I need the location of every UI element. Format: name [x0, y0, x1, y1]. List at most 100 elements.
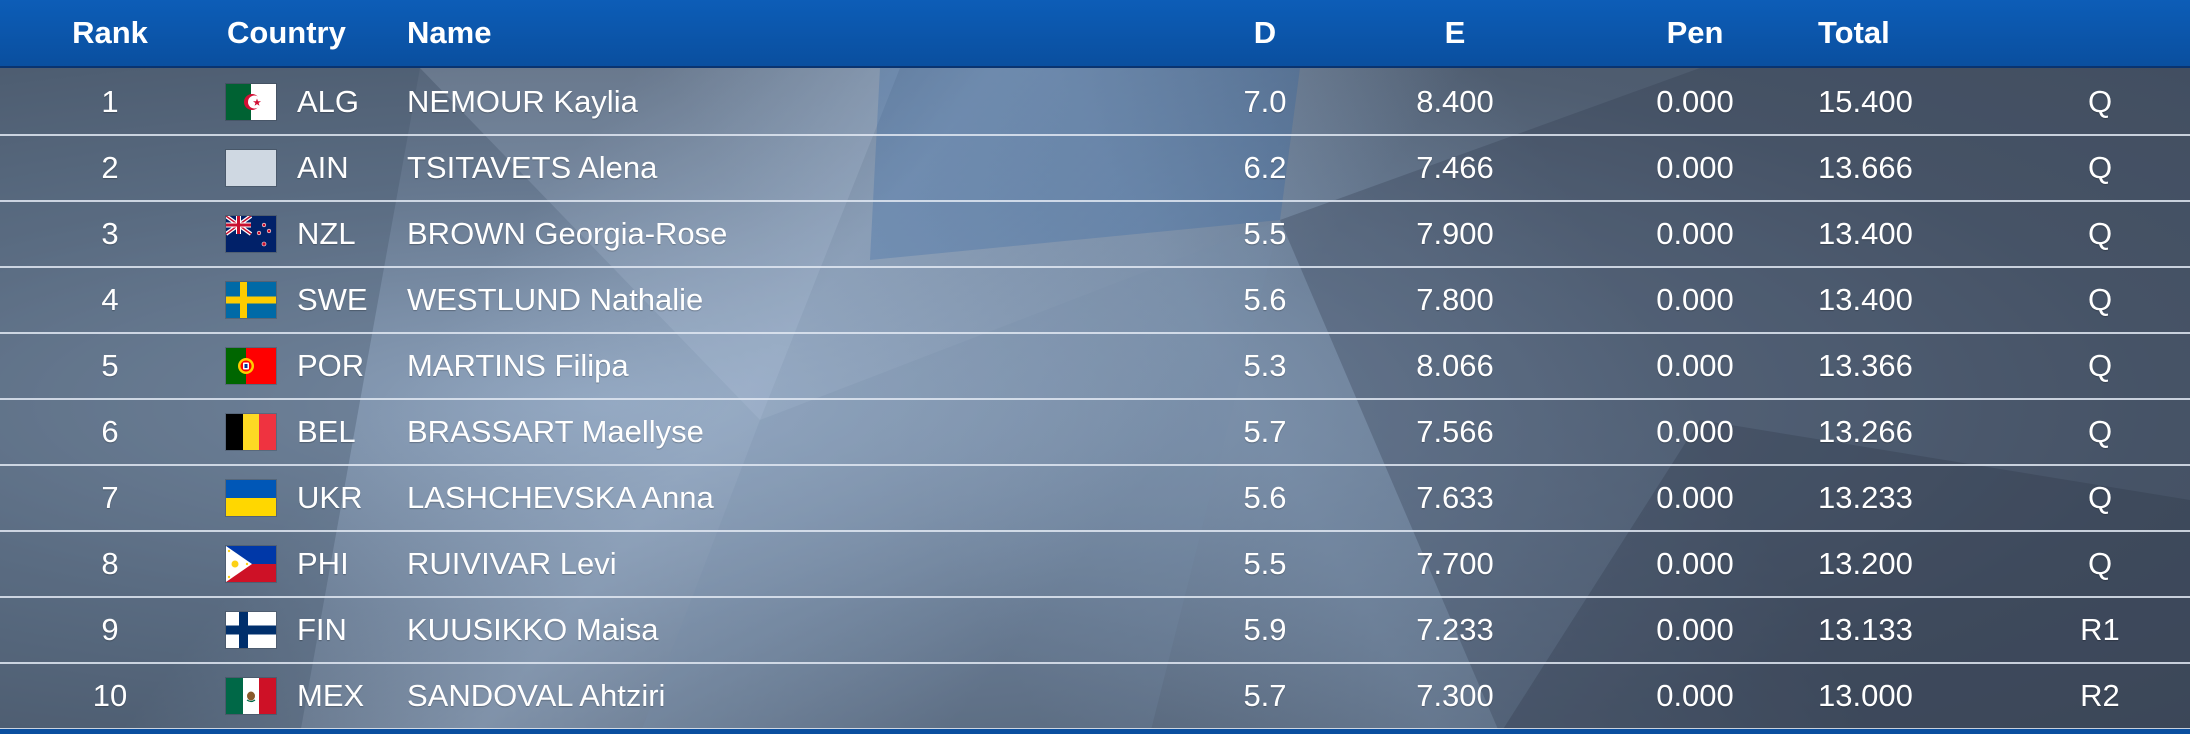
portugal-flag-icon — [226, 348, 276, 384]
d-score: 5.7 — [1243, 414, 1287, 449]
e-score: 7.900 — [1416, 216, 1494, 251]
athlete-name[interactable]: LASHCHEVSKA Anna — [407, 480, 714, 515]
rank-cell: 2 — [101, 150, 119, 185]
rank-cell: 1 — [101, 84, 119, 119]
penalty-column-header[interactable]: Pen — [1666, 15, 1724, 50]
penalty: 0.000 — [1656, 414, 1734, 449]
algeria-flag-icon — [226, 84, 276, 120]
belgium-flag-icon — [226, 414, 276, 450]
rank-cell: 8 — [101, 546, 119, 581]
sweden-flag-icon — [226, 282, 276, 318]
penalty: 0.000 — [1656, 84, 1734, 119]
rank-cell: 10 — [92, 678, 128, 713]
d-score: 6.2 — [1243, 150, 1287, 185]
d-score: 5.9 — [1243, 612, 1287, 647]
athlete-name[interactable]: BRASSART Maellyse — [407, 414, 704, 449]
total-score: 13.200 — [1818, 546, 1913, 581]
table-row[interactable]: 1 ALG NEMOUR Kaylia 7.0 8.400 0.000 15.4… — [0, 70, 2190, 136]
d-score-column-header[interactable]: D — [1253, 15, 1277, 50]
e-score-column-header[interactable]: E — [1444, 15, 1466, 50]
country-code: FIN — [297, 612, 347, 647]
athlete-name[interactable]: SANDOVAL Ahtziri — [407, 678, 666, 713]
total-score: 13.233 — [1818, 480, 1913, 515]
athlete-name[interactable]: BROWN Georgia-Rose — [407, 216, 728, 251]
penalty: 0.000 — [1656, 678, 1734, 713]
country-code: NZL — [297, 216, 356, 251]
country-code: SWE — [297, 282, 368, 317]
athlete-name[interactable]: MARTINS Filipa — [407, 348, 629, 383]
rank-cell: 6 — [101, 414, 119, 449]
qualification-status: Q — [2087, 348, 2113, 383]
athlete-name[interactable]: WESTLUND Nathalie — [407, 282, 704, 317]
total-column-header[interactable]: Total — [1818, 15, 1890, 50]
country-code: UKR — [297, 480, 363, 515]
d-score: 5.6 — [1243, 480, 1287, 515]
country-code: AIN — [297, 150, 349, 185]
total-score: 15.400 — [1818, 84, 1913, 119]
e-score: 7.800 — [1416, 282, 1494, 317]
e-score: 7.233 — [1416, 612, 1494, 647]
qualification-status: Q — [2087, 150, 2113, 185]
rank-cell: 7 — [101, 480, 119, 515]
e-score: 8.400 — [1416, 84, 1494, 119]
penalty: 0.000 — [1656, 150, 1734, 185]
country-code: MEX — [297, 678, 365, 713]
qualification-status: R1 — [2080, 612, 2120, 647]
qualification-status: Q — [2087, 216, 2113, 251]
d-score: 5.5 — [1243, 216, 1287, 251]
rank-cell: 4 — [101, 282, 119, 317]
e-score: 7.466 — [1416, 150, 1494, 185]
penalty: 0.000 — [1656, 282, 1734, 317]
table-row[interactable]: 2 AIN TSITAVETS Alena 6.2 7.466 0.000 13… — [0, 136, 2190, 202]
qualification-status: Q — [2087, 282, 2113, 317]
athlete-name[interactable]: KUUSIKKO Maisa — [407, 612, 659, 647]
penalty: 0.000 — [1656, 546, 1734, 581]
table-row[interactable]: 7 UKR LASHCHEVSKA Anna 5.6 7.633 0.000 1… — [0, 466, 2190, 532]
total-score: 13.133 — [1818, 612, 1913, 647]
qualification-status: Q — [2087, 546, 2113, 581]
table-row[interactable]: 5 POR MARTINS Filipa 5.3 8.066 0.000 13.… — [0, 334, 2190, 400]
table-row[interactable]: 8 PHI RUIVIVAR Levi 5.5 7.700 0.000 13.2… — [0, 532, 2190, 598]
table-row[interactable]: 10 MEX SANDOVAL Ahtziri 5.7 7.300 0.000 … — [0, 664, 2190, 730]
athlete-name[interactable]: RUIVIVAR Levi — [407, 546, 617, 581]
qualification-status: Q — [2087, 414, 2113, 449]
name-column-header[interactable]: Name — [407, 15, 492, 50]
d-score: 5.7 — [1243, 678, 1287, 713]
d-score: 5.6 — [1243, 282, 1287, 317]
qualification-status: R2 — [2080, 678, 2120, 713]
country-code: PHI — [297, 546, 349, 581]
e-score: 7.300 — [1416, 678, 1494, 713]
penalty: 0.000 — [1656, 612, 1734, 647]
rank-cell: 9 — [101, 612, 119, 647]
total-score: 13.366 — [1818, 348, 1913, 383]
table-row[interactable]: 6 BEL BRASSART Maellyse 5.7 7.566 0.000 … — [0, 400, 2190, 466]
penalty: 0.000 — [1656, 348, 1734, 383]
qualification-status: Q — [2087, 480, 2113, 515]
rank-column-header[interactable]: Rank — [72, 15, 148, 50]
philippines-flag-icon — [226, 546, 276, 582]
total-score: 13.400 — [1818, 216, 1913, 251]
country-code: POR — [297, 348, 365, 383]
d-score: 5.3 — [1243, 348, 1287, 383]
country-code: BEL — [297, 414, 356, 449]
table-row[interactable]: 3 — [0, 202, 2190, 268]
total-score: 13.000 — [1818, 678, 1913, 713]
qualification-status: Q — [2087, 84, 2113, 119]
ukraine-flag-icon — [226, 480, 276, 516]
e-score: 7.700 — [1416, 546, 1494, 581]
country-column-header[interactable]: Country — [227, 15, 346, 50]
e-score: 7.633 — [1416, 480, 1494, 515]
rank-cell: 3 — [101, 216, 119, 251]
table-header: Rank Country Name D E Pen Total — [0, 0, 2190, 68]
table-row[interactable]: 9 FIN KUUSIKKO Maisa 5.9 7.233 0.000 13.… — [0, 598, 2190, 664]
athlete-name[interactable]: TSITAVETS Alena — [407, 150, 658, 185]
total-score: 13.666 — [1818, 150, 1913, 185]
athlete-name[interactable]: NEMOUR Kaylia — [407, 84, 638, 119]
d-score: 7.0 — [1243, 84, 1287, 119]
table-row[interactable]: 4 SWE WESTLUND Nathalie 5.6 7.800 0.000 … — [0, 268, 2190, 334]
mexico-flag-icon — [226, 678, 276, 714]
total-score: 13.266 — [1818, 414, 1913, 449]
total-score: 13.400 — [1818, 282, 1913, 317]
country-code: ALG — [297, 84, 360, 119]
